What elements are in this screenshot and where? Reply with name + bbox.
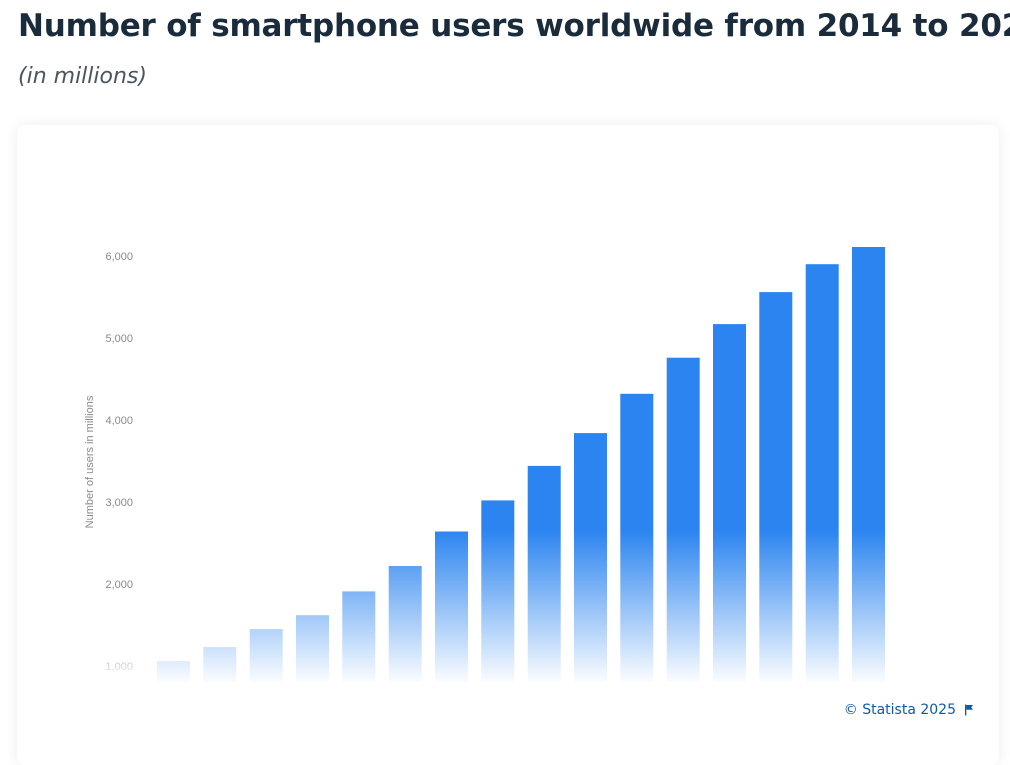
bar-2018[interactable]: [342, 591, 376, 682]
bar-2015[interactable]: [203, 647, 237, 682]
bar-2017[interactable]: [296, 615, 329, 682]
y-tick-label: 3,000: [105, 497, 133, 509]
bar-2025[interactable]: [666, 357, 700, 682]
bar-2016[interactable]: [249, 629, 283, 682]
statista-credit[interactable]: © Statista 2025: [844, 702, 974, 718]
bar-2020[interactable]: [435, 531, 468, 683]
bar-2028[interactable]: [805, 264, 839, 682]
bar-chart: Number of users in millions 1,0002,0003,…: [84, 247, 885, 683]
bar-2029[interactable]: [852, 247, 885, 682]
chart-title: Number of smartphone users worldwide fro…: [18, 8, 1010, 44]
y-tick-label: 2,000: [105, 579, 133, 591]
bar-2023[interactable]: [574, 433, 607, 682]
bar-2014[interactable]: [157, 661, 190, 682]
bar-2024[interactable]: [620, 393, 654, 682]
bar-2027[interactable]: [759, 292, 793, 682]
bar-2019[interactable]: [388, 566, 422, 682]
y-tick-label: 4,000: [105, 415, 133, 427]
y-tick-label: 6,000: [105, 251, 133, 263]
bar-2021[interactable]: [481, 500, 515, 682]
credit-text: © Statista 2025: [843, 702, 956, 718]
y-tick-label: 5,000: [105, 333, 133, 345]
bar-2022[interactable]: [527, 465, 561, 682]
axis-fade-overlay: [95, 640, 145, 680]
bar-2026[interactable]: [713, 324, 746, 682]
y-axis-title: Number of users in millions: [84, 395, 96, 528]
chart-subtitle: (in millions): [18, 64, 147, 89]
flag-icon[interactable]: [964, 704, 974, 716]
